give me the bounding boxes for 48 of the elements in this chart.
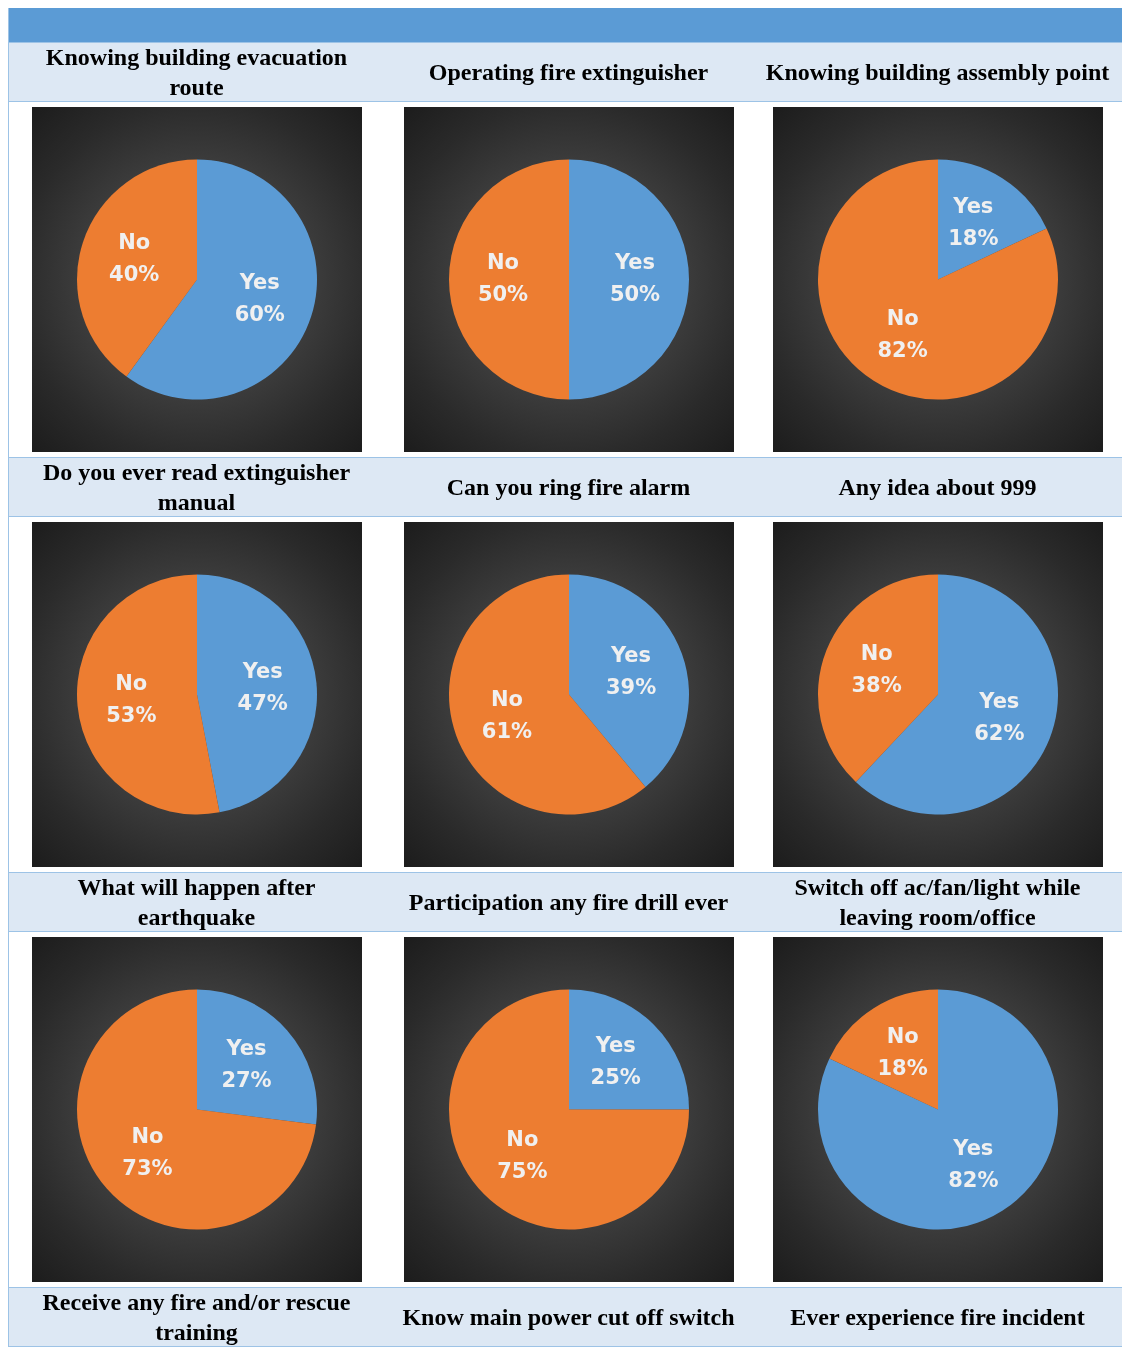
text: Receive any fire and/or rescue training (9, 1287, 384, 1347)
chart-title: Can you ring fire alarm (384, 457, 753, 517)
slice-label: Yes (977, 689, 1019, 714)
chart-title: Any idea about 999 (753, 457, 1122, 517)
data-label: 82% (877, 337, 928, 362)
slice-label: Yes (238, 270, 280, 295)
data-label: 25% (590, 1065, 641, 1090)
chart-title: Operating fire extinguisher (384, 42, 753, 102)
chart-title: Switch off ac/fan/light while leaving room/office (753, 872, 1122, 932)
data-label: 53% (105, 703, 156, 728)
slice-label: No (130, 1123, 163, 1148)
chart-title: Do you ever read extinguisher manual (9, 457, 384, 517)
slice-label: No (860, 640, 893, 665)
text: Ever experience fire incident (753, 1287, 1122, 1347)
slice-label: No (114, 671, 147, 696)
slice-label: Yes (951, 1135, 993, 1160)
chart-title: Knowing building evacuation route (9, 42, 384, 102)
data-label: 47% (237, 690, 288, 715)
data-label: 18% (947, 226, 998, 251)
chart-title: What will happen after earthquake (9, 872, 384, 932)
slice-label: Yes (613, 249, 655, 274)
slice-label: No (505, 1126, 538, 1151)
text: Know main power cut off switch (384, 1287, 753, 1347)
data-label: 82% (947, 1167, 998, 1192)
data-label: 75% (496, 1158, 547, 1183)
slice-label: No (886, 1024, 919, 1049)
chart-title: Participation any fire drill ever (384, 872, 753, 932)
data-label: 27% (220, 1068, 272, 1093)
slice-label: Yes (951, 194, 993, 219)
slice-label: No (117, 229, 150, 254)
data-label: 50% (477, 281, 528, 306)
slice-label: No (490, 687, 523, 712)
data-label: 50% (609, 281, 660, 306)
slice-label: No (886, 305, 919, 330)
slice-label: Yes (241, 658, 283, 683)
slice-label: No (486, 249, 519, 274)
data-label: 39% (605, 674, 656, 699)
data-label: 18% (877, 1056, 928, 1081)
slice-label: Yes (594, 1033, 636, 1058)
data-label: 38% (851, 672, 902, 697)
chart-title: Knowing building assembly point (753, 42, 1122, 102)
data-label: 73% (121, 1155, 173, 1180)
data-label: 62% (973, 721, 1024, 746)
data-label: 61% (481, 719, 532, 744)
data-label: 60% (234, 302, 285, 327)
slice-label: Yes (609, 642, 651, 667)
data-label: 40% (108, 261, 159, 286)
slice-label: Yes (224, 1036, 267, 1061)
